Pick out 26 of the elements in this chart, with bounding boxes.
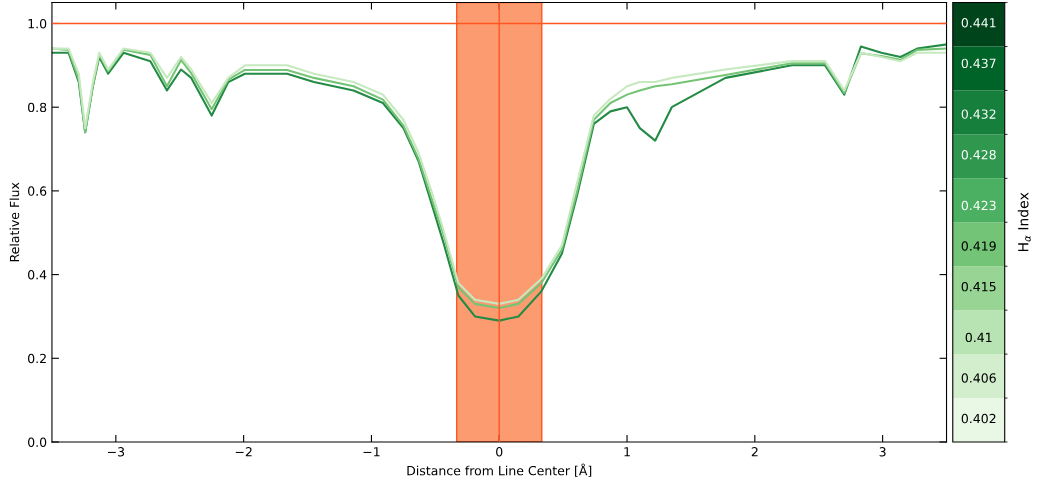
x-tick-label: −1 <box>363 447 380 457</box>
x-tick-label: 1 <box>624 447 630 457</box>
color-bar-label: 0.419 <box>961 241 996 251</box>
color-bar-label: 0.41 <box>965 332 992 343</box>
y-tick-label: 0.8 <box>28 102 47 113</box>
color-bar-label: 0.402 <box>961 413 996 424</box>
color-bar-label: 0.423 <box>961 200 996 211</box>
x-tick-label: 3 <box>879 447 886 457</box>
color-bar-label: 0.406 <box>961 373 996 383</box>
color-bar-title: H$_{α}$ Index <box>1017 192 1031 252</box>
y-tick-label: 0.0 <box>28 437 47 447</box>
x-tick-label: −2 <box>235 447 252 457</box>
y-tick-label: 0.4 <box>28 270 47 280</box>
color-bar-label: 0.441 <box>961 18 996 28</box>
x-tick-label: 2 <box>751 447 758 457</box>
x-tick-label: −3 <box>107 447 125 457</box>
y-tick-label: 1.0 <box>28 18 47 29</box>
color-bar-label: 0.432 <box>961 109 996 119</box>
color-bar-label: 0.437 <box>961 58 996 69</box>
x-tick-label: 0 <box>496 447 503 457</box>
y-tick-label: 0.2 <box>28 353 46 364</box>
y-tick-label: 0.6 <box>28 186 47 196</box>
y-axis-title: Relative Flux <box>9 182 20 262</box>
color-bar-label: 0.428 <box>961 149 996 160</box>
color-bar-label: 0.415 <box>961 281 996 292</box>
x-axis-title: Distance from Line Center [Å] <box>407 463 592 477</box>
